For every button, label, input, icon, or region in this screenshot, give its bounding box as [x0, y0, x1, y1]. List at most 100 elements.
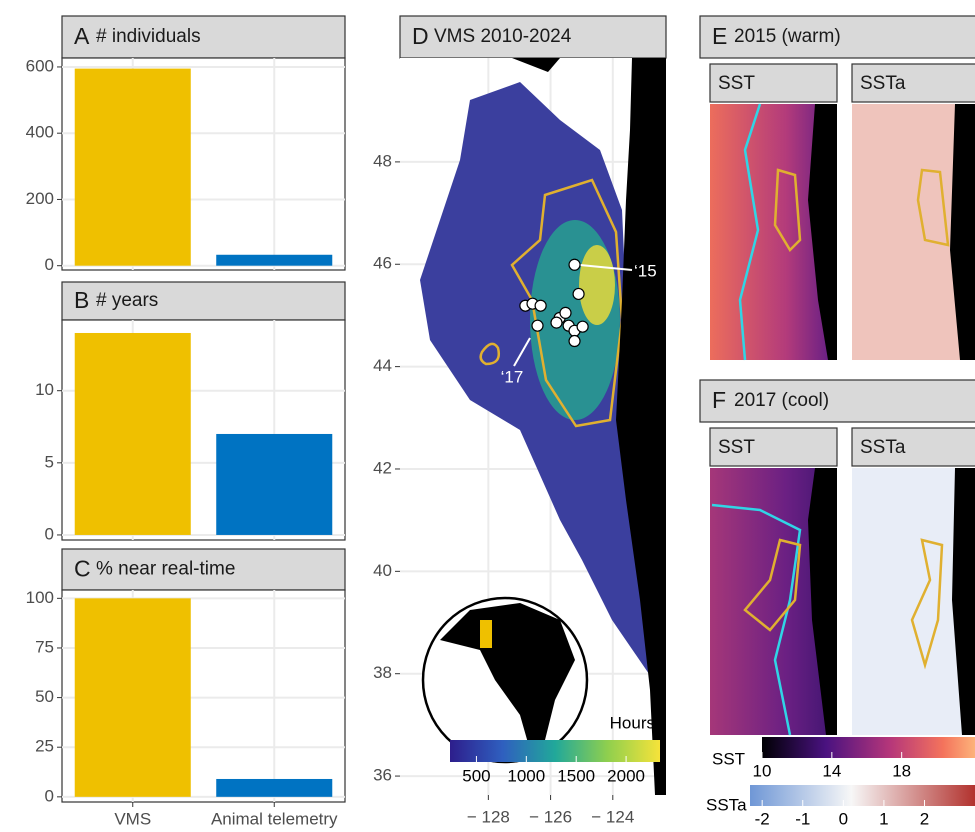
colorbar-tick-label: 18	[892, 761, 911, 780]
strip	[61, 548, 346, 591]
panel-title: 2017 (cool)	[734, 390, 829, 411]
tag-location	[572, 287, 585, 301]
y-tick-label: 40	[373, 561, 392, 580]
strip	[61, 15, 346, 59]
y-tick-label: 42	[373, 458, 392, 477]
vms-heatmap-peak	[579, 245, 615, 325]
bar	[74, 598, 191, 797]
panel-letter: E	[712, 23, 727, 49]
panel-letter: C	[74, 556, 91, 582]
y-tick-label: 36	[373, 766, 392, 785]
x-tick-label: − 126	[529, 807, 572, 826]
annotation: ‘15	[634, 261, 657, 280]
facet-label: SSTa	[860, 73, 906, 94]
bar	[216, 778, 333, 797]
colorbar	[450, 740, 660, 762]
inset-land	[440, 603, 575, 750]
colorbar	[762, 737, 975, 758]
panel-title: VMS 2010-2024	[434, 26, 572, 47]
strip	[699, 379, 975, 423]
panel-letter: B	[74, 287, 89, 313]
bar	[216, 433, 333, 535]
colorbar-tick-label: 10	[753, 761, 772, 780]
inset-study-area	[480, 620, 492, 648]
bar	[216, 254, 333, 266]
legend-title: SSTa	[706, 795, 747, 814]
tag-location	[568, 258, 581, 271]
legend-title: SST	[712, 749, 745, 768]
colorbar-tick-label: -2	[755, 809, 770, 828]
panel-title: # years	[96, 290, 158, 311]
colorbar-tick-label: 0	[839, 809, 848, 828]
tag-location	[534, 299, 547, 312]
colorbar-tick-label: 1	[879, 809, 888, 828]
panel-title: % near real-time	[96, 559, 235, 580]
y-tick-label: 0	[45, 786, 54, 805]
colorbar-tick-label: 2000	[607, 766, 645, 785]
colorbar-tick-label: 1000	[507, 766, 545, 785]
y-tick-label: 0	[45, 255, 54, 274]
facet-strip	[709, 63, 838, 103]
callout	[513, 337, 531, 367]
facet-label: SST	[718, 73, 755, 94]
y-tick-label: 5	[45, 452, 54, 471]
y-tick-label: 44	[373, 356, 392, 375]
strip	[61, 281, 346, 321]
vms-heatmap-core	[530, 220, 620, 420]
y-tick-label: 400	[26, 123, 54, 142]
strip	[699, 15, 975, 59]
annotation: ‘17	[501, 367, 524, 386]
tag-location	[559, 306, 572, 319]
facet-label: SST	[718, 437, 755, 458]
land	[512, 58, 666, 795]
y-tick-label: 48	[373, 151, 392, 170]
y-tick-label: 38	[373, 663, 392, 682]
map-imagery	[420, 58, 975, 795]
bar	[74, 332, 191, 535]
colorbar-tick-label: 1500	[557, 766, 595, 785]
panel-title: 2015 (warm)	[734, 26, 841, 47]
panel-letter: A	[74, 23, 90, 49]
vms-heatmap-extent	[420, 82, 660, 690]
front-line	[711, 103, 802, 736]
y-tick-label: 25	[35, 737, 54, 756]
tag-location	[550, 316, 563, 329]
y-tick-label: 100	[26, 588, 54, 607]
tag-location	[576, 320, 589, 333]
y-tick-label: 600	[26, 56, 54, 75]
y-tick-label: 75	[35, 637, 54, 656]
panel-letter: F	[712, 387, 726, 413]
facet-strip	[709, 427, 838, 467]
tag-location	[531, 319, 544, 332]
colorbar-title: Hours	[610, 713, 655, 732]
contour	[743, 168, 950, 670]
colorbar-tick-label: 2	[920, 809, 929, 828]
colorbar-tick-label: 500	[462, 766, 490, 785]
y-tick-label: 46	[373, 254, 392, 273]
land	[808, 104, 975, 735]
strip	[399, 15, 667, 59]
x-tick-label: VMS	[114, 809, 151, 828]
facet-label: SSTa	[860, 437, 906, 458]
colorbar	[750, 785, 975, 806]
vms-contour	[479, 178, 624, 428]
y-tick-label: 50	[35, 687, 54, 706]
bar	[74, 68, 191, 266]
x-tick-label: − 124	[591, 807, 634, 826]
panel-title: # individuals	[96, 26, 201, 47]
callout	[579, 264, 633, 271]
tag-location	[568, 334, 581, 348]
panel-letter: D	[412, 23, 429, 49]
facet-strip	[851, 63, 975, 103]
x-tick-label: Animal telemetry	[211, 809, 338, 828]
y-tick-label: 10	[35, 380, 54, 399]
colorbar-tick-label: 14	[822, 761, 841, 780]
x-tick-label: − 128	[467, 807, 510, 826]
colorbar-tick-label: -1	[795, 809, 810, 828]
facet-strip	[851, 427, 975, 467]
y-tick-label: 200	[26, 189, 54, 208]
y-tick-label: 0	[45, 524, 54, 543]
